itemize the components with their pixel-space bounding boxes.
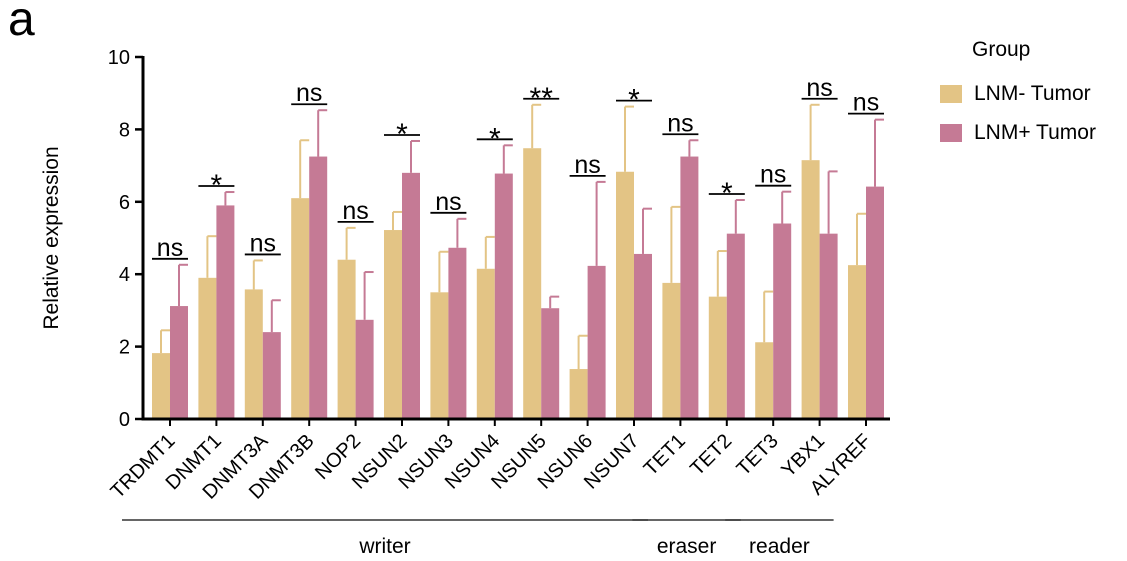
bar — [616, 171, 634, 419]
group-label: eraser — [657, 535, 717, 558]
significance-label: ns — [667, 109, 693, 137]
significance-label: ns — [760, 161, 786, 189]
significance-label: ns — [435, 188, 461, 216]
bar — [569, 369, 588, 419]
y-tick-label: 4 — [119, 264, 130, 286]
bar — [152, 353, 170, 419]
x-tick-label: TRDMT1 — [107, 430, 180, 503]
significance-label: ns — [342, 197, 368, 225]
bar — [262, 332, 281, 419]
bar — [866, 186, 884, 419]
significance-label: * — [396, 118, 408, 151]
y-tick-label: 8 — [119, 119, 130, 141]
legend-label-lnm-minus: LNM- Tumor — [974, 82, 1091, 105]
bar — [680, 156, 699, 420]
y-tick-label: 10 — [108, 47, 130, 69]
group-label: reader — [749, 535, 810, 558]
bar — [708, 296, 727, 419]
significance-label: * — [489, 122, 501, 155]
bar — [291, 198, 310, 419]
bar — [448, 247, 467, 419]
legend-swatch-lnm-plus — [940, 124, 962, 142]
bar — [355, 319, 374, 419]
significance-label: ** — [530, 82, 554, 115]
bar — [198, 277, 217, 419]
bar — [430, 292, 449, 419]
significance-label: * — [628, 84, 640, 117]
significance-label: ns — [574, 151, 600, 179]
significance-label: * — [211, 169, 223, 202]
bar — [170, 306, 188, 419]
bar — [402, 172, 420, 419]
bar — [662, 282, 681, 419]
significance-label: ns — [296, 79, 322, 107]
legend-swatch-lnm-minus — [940, 85, 962, 103]
bar — [523, 148, 542, 419]
x-tick-label: TET1 — [640, 430, 690, 480]
significance-label: * — [721, 177, 733, 210]
bar — [494, 173, 513, 419]
bar — [244, 289, 263, 419]
bar — [541, 308, 560, 419]
bar — [216, 205, 235, 419]
y-tick-label: 6 — [119, 192, 130, 214]
x-tick-label: TET2 — [686, 430, 736, 480]
panel-letter: a — [8, 0, 35, 46]
bar — [309, 156, 328, 420]
significance-label: ns — [157, 234, 183, 262]
bar — [801, 160, 820, 420]
y-tick-label: 2 — [119, 337, 130, 359]
significance-label: ns — [853, 89, 879, 117]
bar — [337, 259, 356, 419]
legend-label-lnm-plus: LNM+ Tumor — [974, 121, 1096, 144]
bar — [587, 265, 606, 419]
group-label: writer — [358, 535, 410, 558]
bar — [848, 265, 866, 419]
y-tick-label: 0 — [119, 409, 130, 431]
bar — [726, 233, 745, 419]
legend-title: Group — [972, 38, 1031, 61]
x-tick-label: TET3 — [733, 430, 783, 480]
bar — [384, 230, 402, 419]
bar — [755, 342, 774, 419]
bar — [819, 233, 838, 419]
significance-label: ns — [250, 229, 276, 257]
bar — [634, 253, 652, 419]
significance-label: ns — [806, 74, 832, 102]
bar — [476, 268, 495, 419]
bar — [773, 223, 792, 419]
